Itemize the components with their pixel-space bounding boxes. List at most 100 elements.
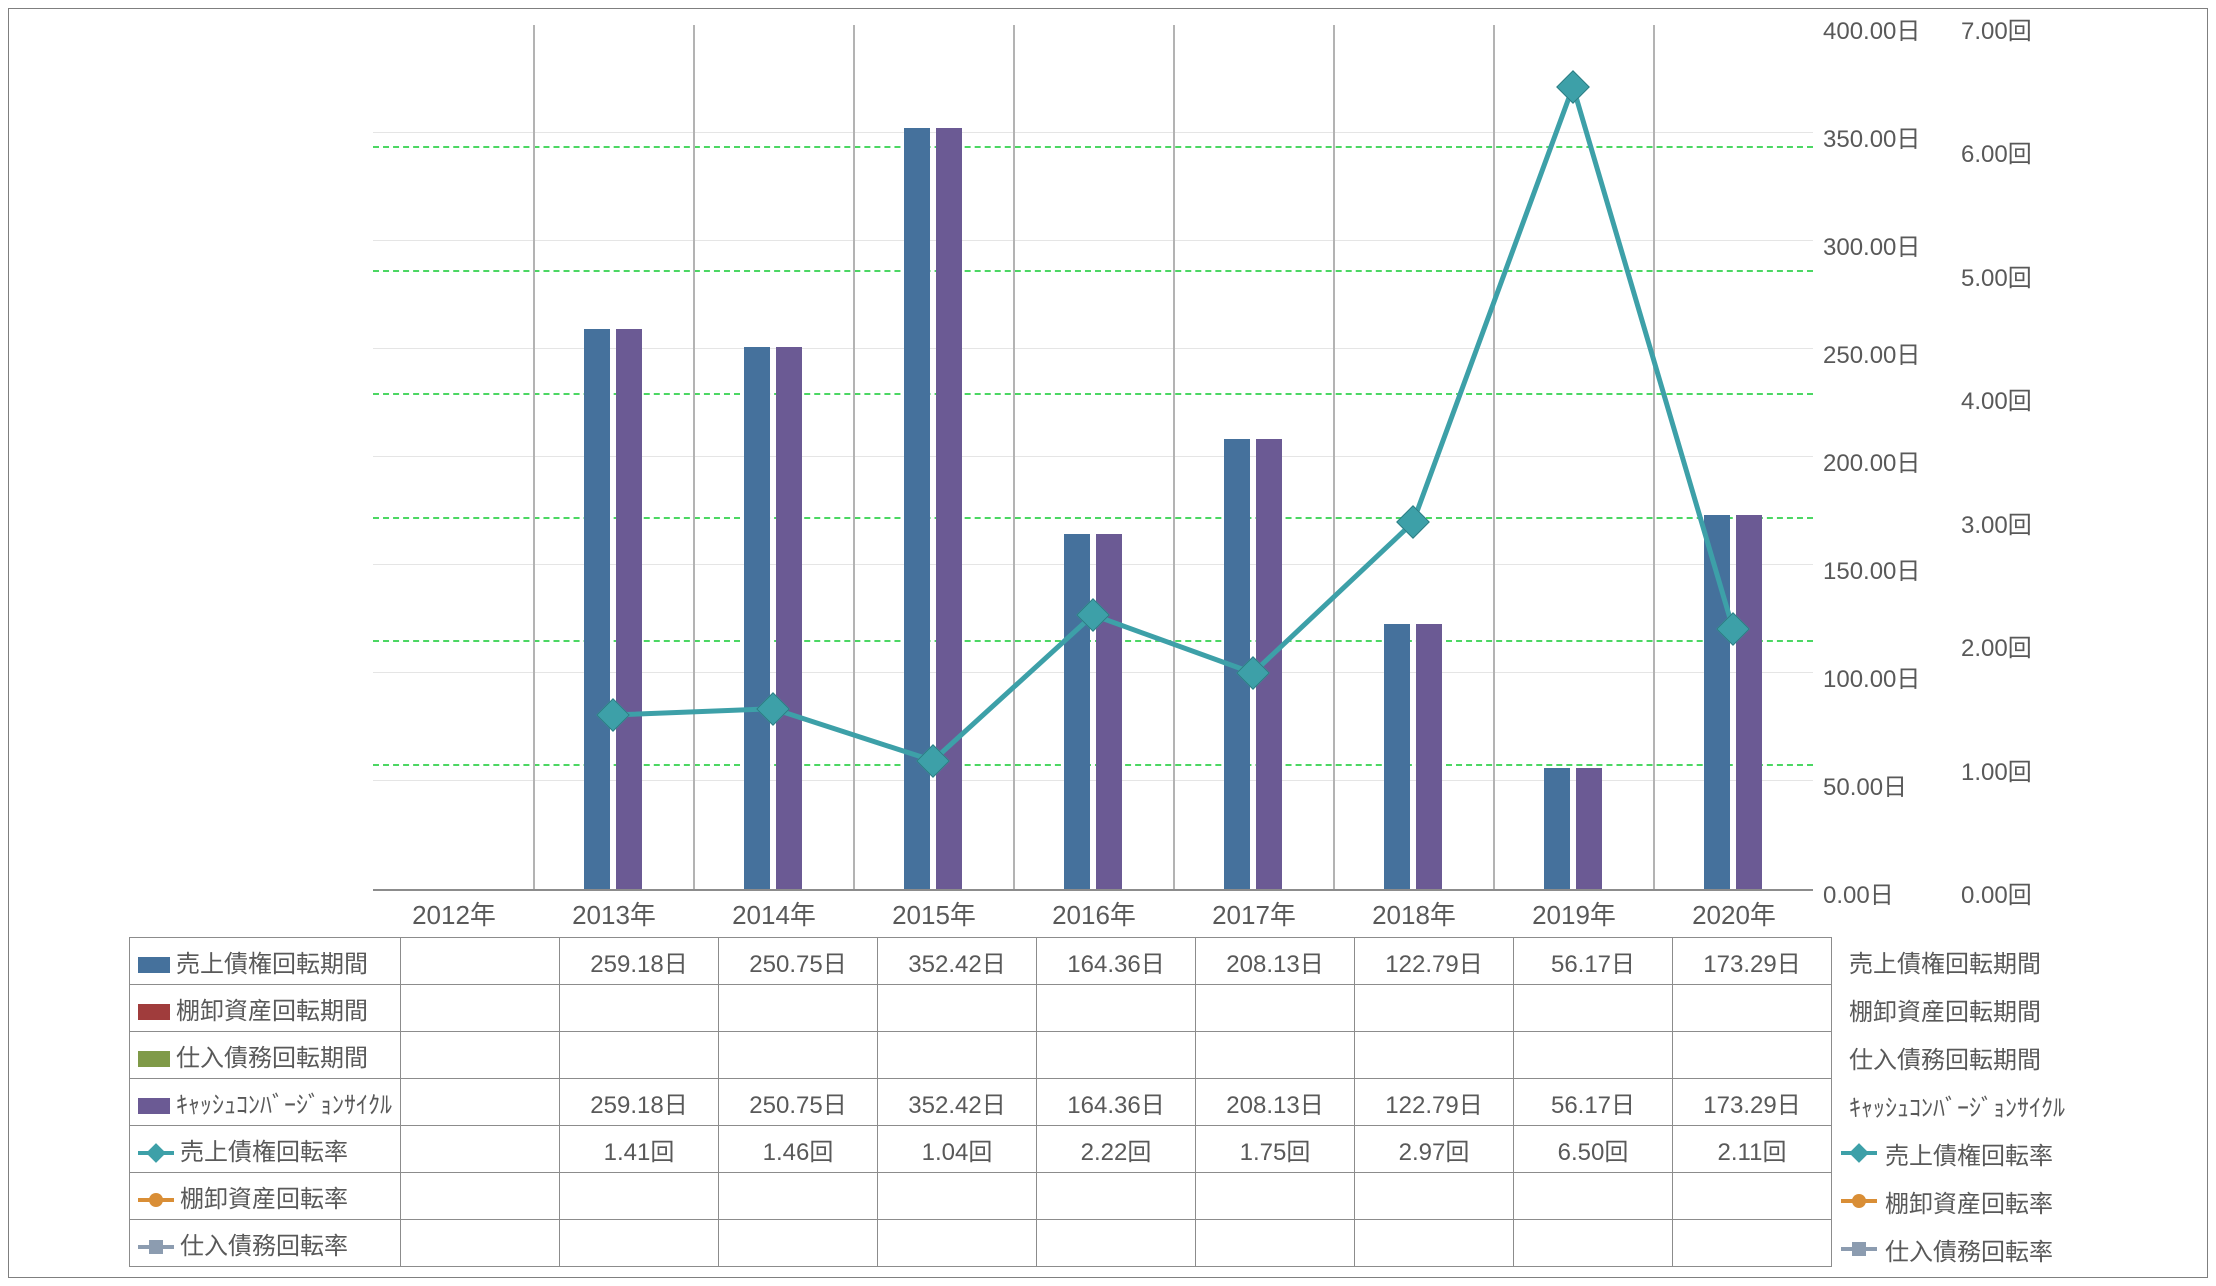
data-cell	[719, 985, 878, 1032]
y-tick-right: 3.00回	[1961, 505, 2081, 540]
data-cell	[719, 1173, 878, 1220]
data-cell	[1514, 1220, 1673, 1267]
data-cell	[1196, 1032, 1355, 1079]
data-cell	[1037, 985, 1196, 1032]
series-label-cell: 売上債権回転率	[130, 1126, 401, 1173]
bar	[1544, 768, 1570, 889]
data-cell	[1514, 985, 1673, 1032]
legend-item: 売上債権回転率	[1841, 1129, 2065, 1177]
x-year-label: 2017年	[1173, 889, 1334, 937]
data-cell: 1.41回	[560, 1126, 719, 1173]
series-label-cell: ｷｬｯｼｭｺﾝﾊﾞｰｼﾞｮﾝｻｲｸﾙ	[130, 1079, 401, 1126]
data-cell	[1196, 1220, 1355, 1267]
bars-layer	[373, 25, 1813, 889]
data-cell	[1355, 1032, 1514, 1079]
x-year-label: 2013年	[533, 889, 694, 937]
legend-item: 仕入債務回転率	[1841, 1225, 2065, 1273]
data-cell	[401, 1220, 560, 1267]
x-year-label: 2019年	[1493, 889, 1654, 937]
data-cell	[878, 1173, 1037, 1220]
bar	[1096, 534, 1122, 889]
data-cell	[1037, 1173, 1196, 1220]
data-cell: 1.04回	[878, 1126, 1037, 1173]
bar	[1704, 515, 1730, 889]
data-cell	[1673, 1032, 1832, 1079]
data-cell: 6.50回	[1514, 1126, 1673, 1173]
data-cell	[878, 1032, 1037, 1079]
series-data-table: 売上債権回転期間259.18日250.75日352.42日164.36日208.…	[129, 937, 1832, 1267]
table-row: 仕入債務回転期間	[130, 1032, 1832, 1079]
data-cell: 164.36日	[1037, 1079, 1196, 1126]
data-cell	[1673, 1220, 1832, 1267]
data-cell	[401, 1079, 560, 1126]
data-cell	[560, 1032, 719, 1079]
y-tick-right: 7.00回	[1961, 11, 2081, 46]
bar	[1576, 768, 1602, 889]
data-cell	[1355, 985, 1514, 1032]
data-cell: 1.46回	[719, 1126, 878, 1173]
series-label-cell: 仕入債務回転期間	[130, 1032, 401, 1079]
table-row: 棚卸資産回転期間	[130, 985, 1832, 1032]
series-label-cell: 売上債権回転期間	[130, 938, 401, 985]
bar	[936, 128, 962, 889]
data-cell: 122.79日	[1355, 938, 1514, 985]
data-cell	[1355, 1220, 1514, 1267]
data-cell	[878, 985, 1037, 1032]
table-row: ｷｬｯｼｭｺﾝﾊﾞｰｼﾞｮﾝｻｲｸﾙ259.18日250.75日352.42日1…	[130, 1079, 1832, 1126]
data-cell: 208.13日	[1196, 938, 1355, 985]
y-tick-right: 2.00回	[1961, 628, 2081, 663]
data-cell: 56.17日	[1514, 938, 1673, 985]
legend-item: 棚卸資産回転率	[1841, 1177, 2065, 1225]
data-cell	[401, 985, 560, 1032]
x-year-label: 2015年	[853, 889, 1014, 937]
data-cell	[1196, 1173, 1355, 1220]
bar	[584, 329, 610, 889]
data-cell	[401, 1173, 560, 1220]
data-cell	[878, 1220, 1037, 1267]
legend-item: ｷｬｯｼｭｺﾝﾊﾞｰｼﾞｮﾝｻｲｸﾙ	[1841, 1081, 2065, 1129]
y-tick-left: 150.00日	[1823, 551, 1943, 586]
x-year-label: 2018年	[1333, 889, 1494, 937]
bar	[1384, 624, 1410, 889]
data-cell	[719, 1220, 878, 1267]
x-year-label: 2016年	[1013, 889, 1174, 937]
series-label-cell: 棚卸資産回転期間	[130, 985, 401, 1032]
series-label-cell: 仕入債務回転率	[130, 1220, 401, 1267]
data-cell: 1.75回	[1196, 1126, 1355, 1173]
data-cell	[1355, 1173, 1514, 1220]
data-cell: 2.22回	[1037, 1126, 1196, 1173]
chart-frame: 0.00日50.00日100.00日150.00日200.00日250.00日3…	[8, 8, 2208, 1278]
y-tick-left: 50.00日	[1823, 767, 1943, 802]
data-cell: 56.17日	[1514, 1079, 1673, 1126]
data-cell	[560, 985, 719, 1032]
data-cell: 122.79日	[1355, 1079, 1514, 1126]
data-cell: 2.97回	[1355, 1126, 1514, 1173]
data-cell	[719, 1032, 878, 1079]
y-tick-left: 200.00日	[1823, 443, 1943, 478]
bar	[744, 347, 770, 889]
bar	[1736, 515, 1762, 889]
data-cell	[1514, 1032, 1673, 1079]
data-cell	[401, 1032, 560, 1079]
data-cell	[401, 1126, 560, 1173]
y-tick-right: 1.00回	[1961, 752, 2081, 787]
bar	[616, 329, 642, 889]
data-cell: 352.42日	[878, 938, 1037, 985]
data-cell	[1196, 985, 1355, 1032]
y-tick-right: 5.00回	[1961, 258, 2081, 293]
data-cell: 173.29日	[1673, 1079, 1832, 1126]
x-axis-year-row: 2012年2013年2014年2015年2016年2017年2018年2019年…	[373, 889, 1813, 937]
bar	[1416, 624, 1442, 889]
data-cell: 259.18日	[560, 938, 719, 985]
data-cell: 164.36日	[1037, 938, 1196, 985]
bar	[776, 347, 802, 889]
y-tick-left: 100.00日	[1823, 659, 1943, 694]
y-tick-right: 4.00回	[1961, 381, 2081, 416]
y-tick-left: 350.00日	[1823, 119, 1943, 154]
bar	[1064, 534, 1090, 889]
y-tick-left: 0.00日	[1823, 875, 1943, 910]
table-row: 棚卸資産回転率	[130, 1173, 1832, 1220]
data-cell: 352.42日	[878, 1079, 1037, 1126]
legend-right: 売上債権回転期間棚卸資産回転期間仕入債務回転期間ｷｬｯｼｭｺﾝﾊﾞｰｼﾞｮﾝｻｲ…	[1841, 937, 2065, 1273]
data-cell: 250.75日	[719, 938, 878, 985]
